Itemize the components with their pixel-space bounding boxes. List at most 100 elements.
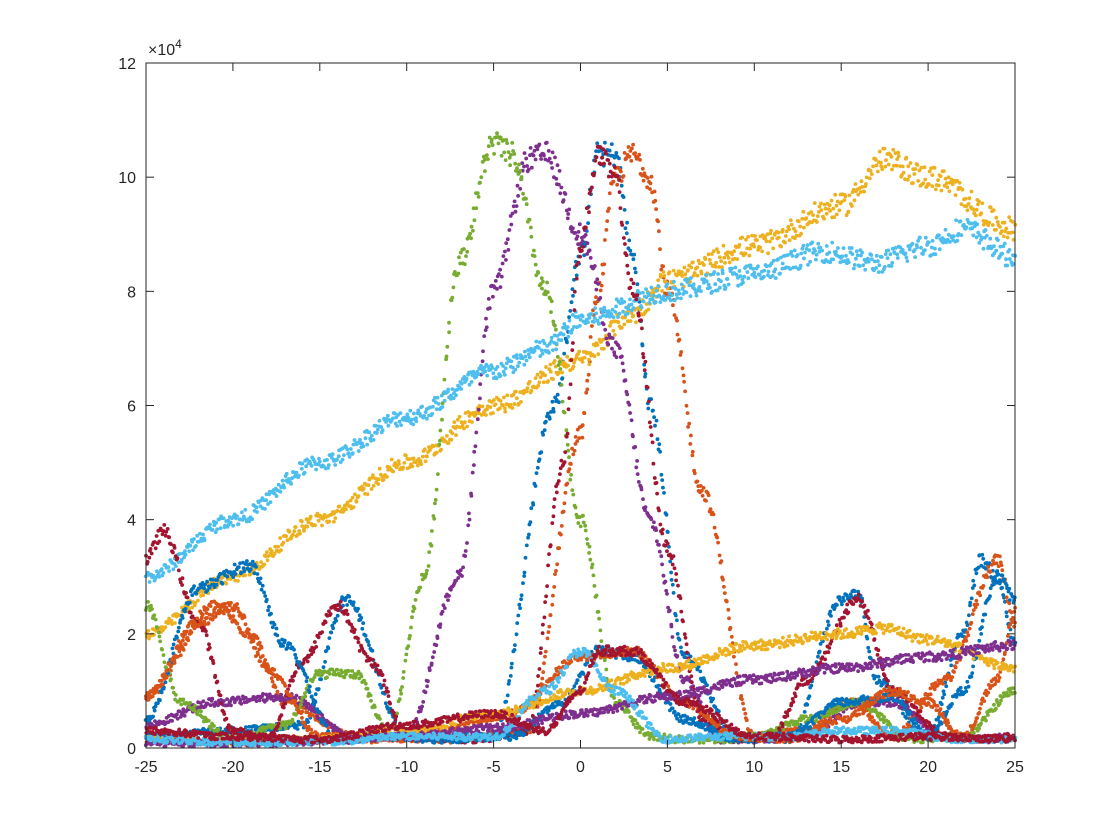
- data-point: [547, 350, 551, 355]
- data-point: [572, 360, 576, 365]
- data-point: [544, 365, 548, 369]
- data-point: [498, 285, 503, 289]
- data-point: [889, 155, 894, 159]
- data-point: [880, 167, 885, 172]
- data-point: [535, 147, 540, 152]
- data-point: [652, 415, 656, 420]
- data-point: [568, 477, 573, 482]
- data-point: [972, 583, 977, 588]
- data-point: [162, 660, 167, 665]
- data-point: [901, 711, 905, 716]
- data-point: [464, 376, 469, 381]
- data-point: [819, 201, 823, 206]
- data-point: [802, 710, 807, 714]
- data-point: [157, 634, 162, 639]
- data-point: [837, 208, 842, 213]
- data-point: [629, 418, 634, 423]
- data-point: [505, 393, 510, 398]
- data-point: [352, 438, 357, 442]
- data-point: [533, 376, 538, 380]
- data-point: [919, 705, 924, 710]
- data-point: [1004, 595, 1009, 600]
- data-point: [206, 718, 211, 723]
- data-point: [867, 649, 872, 654]
- data-point: [541, 279, 545, 284]
- data-point: [732, 249, 736, 254]
- data-point: [604, 228, 609, 232]
- data-point: [385, 413, 390, 418]
- data-point: [833, 192, 838, 197]
- data-point: [994, 215, 999, 220]
- data-point: [216, 727, 221, 732]
- data-point: [776, 230, 781, 235]
- data-point: [715, 535, 720, 540]
- data-point: [308, 514, 313, 519]
- data-point: [403, 658, 408, 663]
- data-point: [620, 361, 625, 366]
- data-point: [999, 698, 1003, 703]
- data-point: [646, 406, 651, 411]
- data-point: [933, 187, 938, 192]
- data-point: [499, 274, 504, 279]
- data-point: [587, 362, 592, 367]
- data-point: [601, 152, 606, 157]
- data-point: [514, 204, 519, 209]
- data-point: [966, 633, 971, 638]
- data-point: [208, 604, 213, 608]
- data-point: [633, 270, 638, 275]
- data-point: [320, 713, 325, 717]
- data-point: [815, 214, 820, 219]
- data-point: [592, 584, 597, 588]
- data-point: [595, 343, 600, 347]
- data-point: [712, 525, 717, 530]
- data-point: [742, 707, 746, 712]
- data-point: [866, 645, 871, 650]
- data-point: [779, 244, 783, 249]
- data-point: [263, 658, 268, 662]
- data-point: [567, 315, 571, 320]
- data-point: [973, 213, 978, 218]
- data-point: [327, 636, 332, 640]
- data-point: [546, 379, 550, 384]
- data-point: [708, 261, 713, 266]
- data-point: [879, 160, 883, 165]
- data-point: [755, 238, 759, 243]
- data-point: [361, 486, 366, 491]
- data-point: [689, 433, 693, 438]
- data-point: [583, 523, 588, 528]
- data-point: [397, 697, 402, 701]
- data-point: [239, 701, 244, 706]
- data-point: [425, 684, 429, 689]
- data-point: [653, 198, 658, 203]
- data-point: [440, 405, 445, 409]
- data-point: [692, 471, 697, 476]
- data-point: [658, 449, 662, 454]
- data-point: [826, 623, 831, 627]
- data-point: [451, 285, 456, 290]
- data-point: [695, 273, 700, 278]
- data-point: [565, 481, 570, 486]
- data-point: [589, 312, 594, 317]
- data-point: [491, 294, 495, 299]
- data-point: [837, 595, 842, 599]
- data-point: [648, 181, 653, 186]
- data-point: [543, 373, 548, 378]
- data-point: [817, 204, 822, 209]
- data-point: [330, 452, 335, 457]
- data-point: [425, 568, 429, 573]
- data-point: [467, 511, 471, 516]
- data-point: [171, 567, 176, 572]
- data-point: [1001, 234, 1006, 239]
- data-point: [348, 498, 353, 503]
- data-point: [592, 320, 596, 324]
- data-point: [859, 179, 864, 184]
- data-point: [557, 169, 562, 173]
- data-point: [548, 369, 553, 374]
- data-point: [793, 229, 798, 234]
- data-point: [508, 674, 513, 678]
- data-point: [385, 475, 389, 479]
- data-point: [431, 404, 435, 409]
- data-point: [391, 469, 395, 474]
- data-point: [852, 589, 857, 594]
- data-point: [539, 450, 544, 455]
